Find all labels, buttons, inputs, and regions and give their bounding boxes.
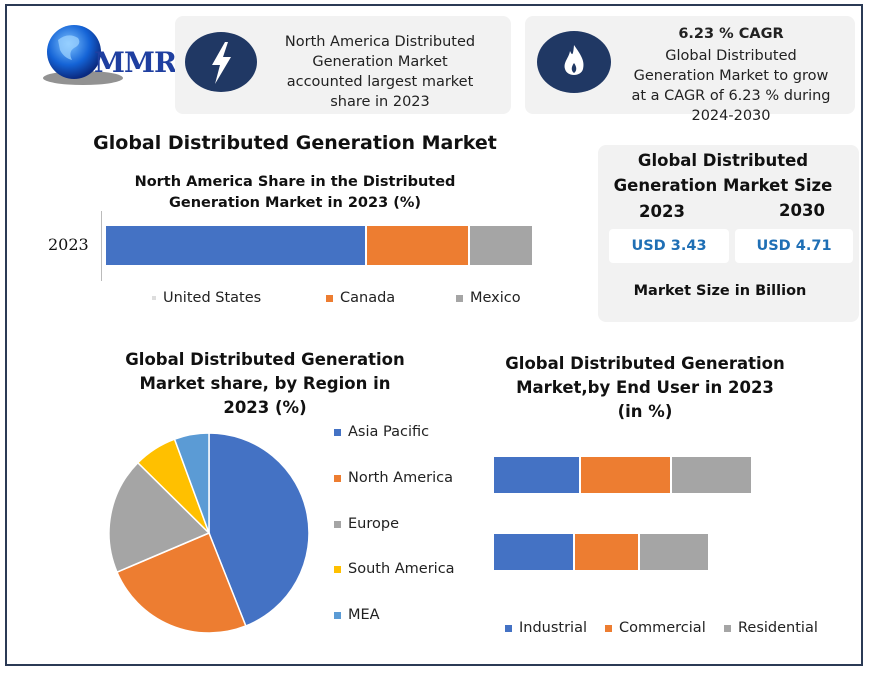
- legend-item-europe: Europe: [334, 516, 399, 532]
- legend-item-canada: Canada: [326, 290, 395, 306]
- mmr-logo: MMR: [28, 20, 178, 90]
- legend-swatch: [605, 624, 612, 632]
- pie-slice-asia-pacific: [208, 432, 310, 627]
- legend-swatch: [456, 294, 463, 302]
- legend-label: Europe: [348, 516, 399, 532]
- legend-item-industrial: Industrial: [505, 620, 587, 636]
- legend-item-commercial: Commercial: [605, 620, 706, 636]
- legend-item-asia-pacific: Asia Pacific: [334, 424, 429, 440]
- year-2023-label: 2023: [639, 202, 685, 221]
- legend-swatch: [334, 474, 341, 482]
- legend-item-residential: Residential: [724, 620, 818, 636]
- globe-icon: [43, 25, 123, 85]
- na-category-label: 2023: [48, 235, 89, 254]
- legend-label: Commercial: [619, 620, 706, 636]
- legend-item-mexico: Mexico: [456, 290, 521, 306]
- year-2030-label: 2030: [779, 201, 825, 220]
- legend-swatch: [326, 294, 333, 302]
- market-size-card: Global Distributed Generation Market Siz…: [598, 145, 859, 322]
- legend-label: MEA: [348, 607, 380, 623]
- lightning-icon: [185, 32, 257, 92]
- pie-slice-mea: [173, 432, 210, 534]
- legend-item-south-america: South America: [334, 561, 455, 577]
- legend-label: Mexico: [470, 290, 521, 306]
- infographic-frame: [5, 4, 863, 666]
- bar-united-states: [106, 226, 366, 265]
- legend-label: South America: [348, 561, 455, 577]
- na-axis-line: [101, 211, 102, 281]
- legend-item-mea: MEA: [334, 607, 380, 623]
- legend-item-united-states: United States: [152, 290, 261, 306]
- pie-slice-north-america: [115, 532, 247, 634]
- value-2023: USD 3.43: [609, 229, 729, 263]
- legend-label: Canada: [340, 290, 396, 306]
- bar-industrial: [494, 457, 579, 493]
- main-title: Global Distributed Generation Market: [93, 132, 497, 154]
- legend-item-north-america: North America: [334, 470, 453, 486]
- info-card-north-america: North America Distributed Generation Mar…: [175, 16, 511, 114]
- legend-label: Asia Pacific: [348, 424, 430, 440]
- market-size-footer: Market Size in Billion: [633, 283, 807, 299]
- info-card-text: North America Distributed Generation Mar…: [284, 34, 476, 110]
- info-card-cagr: 6.23 % CAGR Global Distributed Generatio…: [525, 16, 855, 124]
- legend-swatch: [334, 428, 341, 436]
- bar-mexico: [469, 226, 532, 265]
- legend-swatch: [724, 624, 731, 632]
- na-chart-title: North America Share in the Distributed G…: [134, 174, 456, 211]
- pie-slice-europe: [108, 461, 211, 574]
- legend-label: United States: [163, 290, 262, 306]
- bar-residential: [640, 534, 708, 570]
- legend-swatch: [334, 565, 341, 573]
- na-bar-area: [106, 226, 534, 265]
- legend-swatch: [505, 624, 512, 632]
- bar-commercial: [575, 534, 638, 570]
- logo-text: MMR: [94, 46, 177, 79]
- legend-label: Residential: [738, 620, 818, 636]
- legend-swatch: [334, 611, 341, 619]
- legend-label: North America: [348, 470, 453, 486]
- region-pie-chart: [108, 432, 310, 634]
- enduser-chart-title: Global Distributed Generation Market,by …: [505, 354, 785, 421]
- legend-label: Industrial: [519, 620, 588, 636]
- value-2030: USD 4.71: [735, 229, 853, 263]
- region-chart-title: Global Distributed Generation Market sha…: [125, 350, 405, 417]
- cagr-heading: 6.23 % CAGR: [678, 26, 784, 42]
- flame-icon: [537, 31, 611, 93]
- bar-residential: [672, 457, 751, 493]
- bar-canada: [367, 226, 468, 265]
- bar-commercial: [581, 457, 670, 493]
- legend-swatch: [334, 520, 341, 528]
- legend-swatch: [152, 296, 156, 300]
- bar-industrial: [494, 534, 573, 570]
- market-size-title: Global Distributed Generation Market Siz…: [613, 151, 833, 195]
- info-card-text: Global Distributed Generation Market to …: [631, 48, 831, 124]
